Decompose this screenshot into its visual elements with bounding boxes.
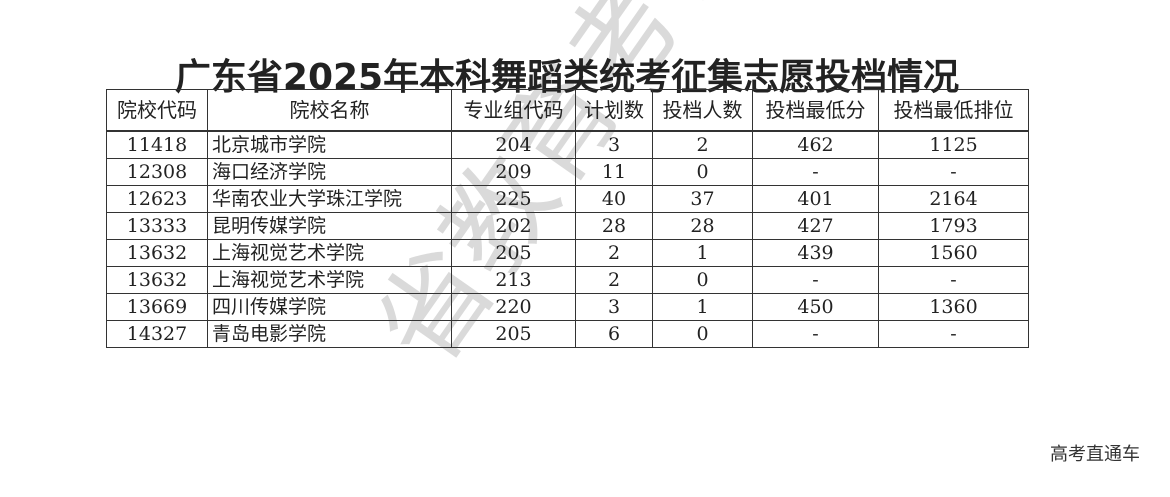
table-row: 13669 四川传媒学院 220 3 1 450 1360 (106, 293, 1029, 321)
table-cell: 13669 (106, 293, 208, 321)
table-cell: 0 (652, 266, 753, 294)
admission-table: 院校代码 院校名称 专业组代码 计划数 投档人数 投档最低分 投档最低排位 11418 北京城… (106, 89, 1029, 348)
table-cell: - (878, 320, 1029, 348)
table-cell: 462 (752, 130, 879, 159)
table-cell: 2 (652, 130, 753, 159)
table-cell: 1 (652, 293, 753, 321)
table-cell: 2 (575, 266, 653, 294)
table-cell: 439 (752, 239, 879, 267)
table-cell: - (752, 320, 879, 348)
table-cell: 427 (752, 212, 879, 240)
table-cell: 0 (652, 158, 753, 186)
table-cell: 28 (652, 212, 753, 240)
table-cell: - (878, 158, 1029, 186)
table-cell: 2 (575, 239, 653, 267)
table-cell: 14327 (106, 320, 208, 348)
table-cell: 上海视觉艺术学院 (207, 266, 452, 294)
table-cell: 上海视觉艺术学院 (207, 239, 452, 267)
table-row: 13632 上海视觉艺术学院 205 2 1 439 1560 (106, 239, 1029, 267)
table-row: 13333 昆明传媒学院 202 28 28 427 1793 (106, 212, 1029, 240)
table-cell: 37 (652, 185, 753, 213)
table-cell: - (752, 158, 879, 186)
table-cell: 28 (575, 212, 653, 240)
table-row: 13632 上海视觉艺术学院 213 2 0- - (106, 266, 1029, 294)
table-cell: 205 (451, 320, 576, 348)
table-cell: 12623 (106, 185, 208, 213)
table-cell: 3 (575, 130, 653, 159)
table-cell: 204 (451, 130, 576, 159)
table-cell: 1 (652, 239, 753, 267)
column-header: 院校代码 (106, 89, 208, 132)
column-header: 专业组代码 (451, 89, 576, 132)
table-cell: 6 (575, 320, 653, 348)
table-cell: 华南农业大学珠江学院 (207, 185, 452, 213)
table-row: 14327 青岛电影学院 205 6 0- - (106, 320, 1029, 348)
table-cell: - (752, 266, 879, 294)
table-cell: 海口经济学院 (207, 158, 452, 186)
table-cell: 220 (451, 293, 576, 321)
table-cell: 1560 (878, 239, 1029, 267)
table-cell: 13632 (106, 239, 208, 267)
table-cell: 北京城市学院 (207, 130, 452, 159)
table-header-row: 院校代码 院校名称 专业组代码 计划数 投档人数 投档最低分 投档最低排位 (106, 89, 1029, 132)
column-header: 计划数 (575, 89, 653, 132)
table-cell: 401 (752, 185, 879, 213)
column-header: 投档最低分 (752, 89, 879, 132)
table-cell: 0 (652, 320, 753, 348)
table-cell: 209 (451, 158, 576, 186)
table-cell: 13632 (106, 266, 208, 294)
table-cell: 225 (451, 185, 576, 213)
column-header: 院校名称 (207, 89, 452, 132)
table-cell: 2164 (878, 185, 1029, 213)
column-header: 投档最低排位 (878, 89, 1029, 132)
table-cell: 40 (575, 185, 653, 213)
table-cell: 450 (752, 293, 879, 321)
table-cell: 12308 (106, 158, 208, 186)
table-row: 12623 华南农业大学珠江学院 225 40 37 401 2164 (106, 185, 1029, 213)
source-label: 高考直通车 (1050, 444, 1140, 465)
table-cell: 昆明传媒学院 (207, 212, 452, 240)
table-row: 11418 北京城市学院 204 3 2 462 1125 (106, 130, 1029, 159)
column-header: 投档人数 (652, 89, 753, 132)
table-cell: 1360 (878, 293, 1029, 321)
table-cell: 1793 (878, 212, 1029, 240)
table-cell: 205 (451, 239, 576, 267)
table-cell: 202 (451, 212, 576, 240)
table-cell: 11418 (106, 130, 208, 159)
table-cell: 四川传媒学院 (207, 293, 452, 321)
table-cell: 13333 (106, 212, 208, 240)
table-cell: 213 (451, 266, 576, 294)
table-cell: - (878, 266, 1029, 294)
table-cell: 11 (575, 158, 653, 186)
table-cell: 青岛电影学院 (207, 320, 452, 348)
table-row: 12308 海口经济学院 209 11 0- - (106, 158, 1029, 186)
table-cell: 1125 (878, 130, 1029, 159)
table-cell: 3 (575, 293, 653, 321)
